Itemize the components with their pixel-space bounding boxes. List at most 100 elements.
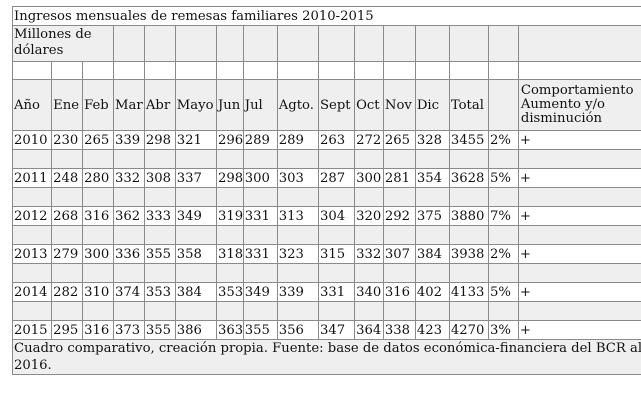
empty-cell [83, 264, 114, 283]
empty-cell [217, 226, 244, 245]
table-cell: 313 [277, 207, 318, 226]
table-cell: 4133 [449, 283, 488, 302]
empty-cell [518, 62, 641, 80]
empty-cell [383, 302, 415, 321]
table-cell: 292 [383, 207, 415, 226]
table-cell: 3455 [449, 131, 488, 150]
empty-cell [52, 302, 83, 321]
column-header: Mayo [175, 80, 216, 131]
column-header: Oct [355, 80, 384, 131]
empty-cell [243, 302, 277, 321]
table-cell: 332 [355, 245, 384, 264]
empty-cell [449, 26, 488, 62]
table-cell: 263 [319, 131, 355, 150]
table-cell: 355 [243, 321, 277, 340]
table-cell: + [518, 321, 641, 340]
table-cell: 279 [52, 245, 83, 264]
empty-cell [319, 264, 355, 283]
table-cell: 337 [175, 169, 216, 188]
table-cell: 5% [489, 283, 519, 302]
table-cell: 3938 [449, 245, 488, 264]
column-header: Jun [217, 80, 244, 131]
table-cell: 423 [415, 321, 449, 340]
table-cell: 248 [52, 169, 83, 188]
empty-cell [144, 188, 175, 207]
table-cell: 4270 [449, 321, 488, 340]
empty-cell [489, 302, 519, 321]
table-cell: 2013 [13, 245, 52, 264]
table-cell: 331 [243, 245, 277, 264]
column-header: Agto. [277, 80, 318, 131]
spacer-row [13, 150, 641, 169]
empty-cell [319, 188, 355, 207]
empty-cell [175, 264, 216, 283]
empty-cell [277, 26, 318, 62]
table-cell: 280 [83, 169, 114, 188]
column-header: Total [449, 80, 488, 131]
table-cell: 315 [319, 245, 355, 264]
empty-cell [13, 264, 52, 283]
empty-cell [415, 26, 449, 62]
empty-cell [277, 264, 318, 283]
table-cell: 358 [175, 245, 216, 264]
empty-cell [355, 264, 384, 283]
empty-cell [144, 62, 175, 80]
table-title: Ingresos mensuales de remesas familiares… [13, 7, 641, 26]
empty-cell [13, 302, 52, 321]
table-cell: 268 [52, 207, 83, 226]
empty-cell [83, 302, 114, 321]
table-cell: 328 [415, 131, 449, 150]
empty-cell [383, 226, 415, 245]
table-cell: 7% [489, 207, 519, 226]
empty-cell [217, 264, 244, 283]
table-cell: 310 [83, 283, 114, 302]
table-cell: 272 [355, 131, 384, 150]
table-cell: 402 [415, 283, 449, 302]
empty-cell [13, 188, 52, 207]
source-row: Cuadro comparativo, creación propia. Fue… [13, 340, 641, 375]
empty-cell [449, 264, 488, 283]
empty-cell [52, 150, 83, 169]
empty-cell [277, 150, 318, 169]
column-header-behavior: Comportamiento Aumento y/o disminución [518, 80, 641, 131]
empty-cell [13, 150, 52, 169]
table-cell: 304 [319, 207, 355, 226]
table-cell: 3% [489, 321, 519, 340]
table-cell: 316 [383, 283, 415, 302]
empty-cell [489, 26, 519, 62]
empty-cell [415, 264, 449, 283]
column-header: Feb [83, 80, 114, 131]
table-cell: 298 [144, 131, 175, 150]
empty-cell [113, 188, 144, 207]
empty-cell [355, 150, 384, 169]
empty-cell [83, 188, 114, 207]
table-cell: 2012 [13, 207, 52, 226]
table-cell: 333 [144, 207, 175, 226]
empty-cell [383, 26, 415, 62]
empty-cell [383, 264, 415, 283]
table-cell: 320 [355, 207, 384, 226]
table-cell: + [518, 245, 641, 264]
remittances-table: Ingresos mensuales de remesas familiares… [12, 6, 641, 375]
empty-cell [449, 150, 488, 169]
empty-cell [243, 188, 277, 207]
table-cell: 355 [144, 245, 175, 264]
empty-cell [415, 62, 449, 80]
empty-cell [217, 188, 244, 207]
table-cell: 356 [277, 321, 318, 340]
empty-cell [355, 302, 384, 321]
empty-cell [415, 188, 449, 207]
column-header [489, 80, 519, 131]
table-cell: 363 [217, 321, 244, 340]
empty-cell [144, 302, 175, 321]
column-header: Año [13, 80, 52, 131]
empty-cell [175, 302, 216, 321]
empty-cell [83, 226, 114, 245]
table-cell: 281 [383, 169, 415, 188]
table-cell: 384 [175, 283, 216, 302]
column-header: Sept [319, 80, 355, 131]
empty-cell [449, 62, 488, 80]
empty-cell [518, 226, 641, 245]
